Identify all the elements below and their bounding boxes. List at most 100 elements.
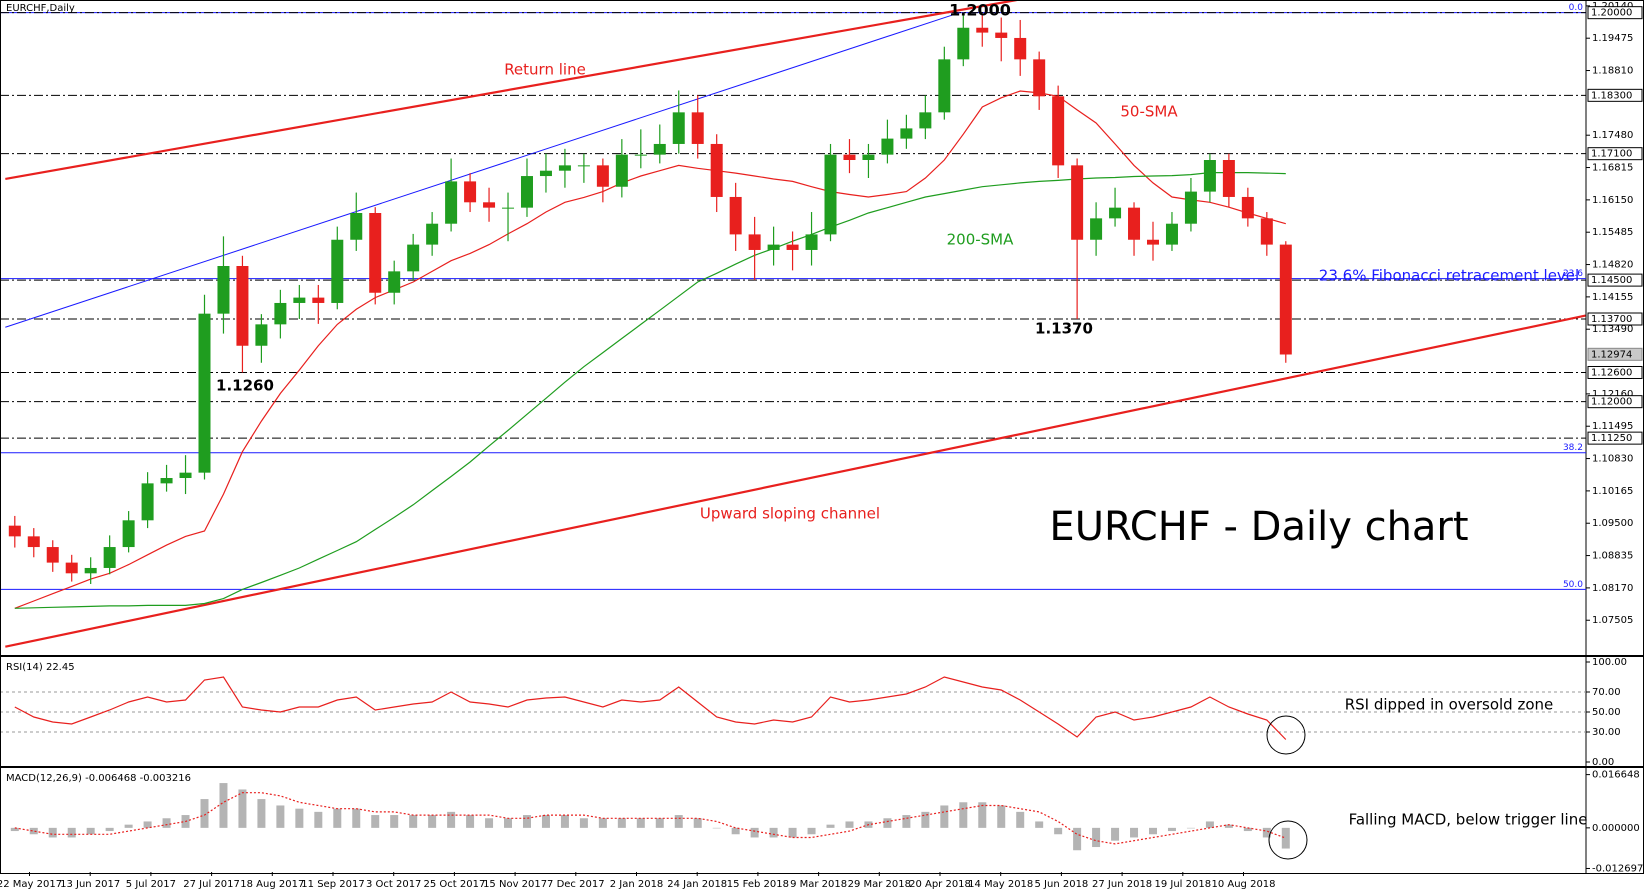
- trendline: [5, 314, 1586, 648]
- y-tick-label: 1.19475: [1592, 33, 1633, 44]
- x-tick-label: 27 Jul 2017: [183, 879, 240, 890]
- candle-body: [596, 165, 609, 187]
- macd-bar: [1205, 821, 1214, 828]
- candle-body: [1090, 218, 1103, 240]
- x-tick-label: 27 Jun 2018: [1092, 879, 1152, 890]
- macd-bar: [409, 815, 418, 828]
- macd-bar: [105, 827, 114, 832]
- candle-body: [369, 213, 382, 293]
- macd-bar: [617, 818, 626, 828]
- y-tick-label: 50.00: [1592, 707, 1621, 718]
- macd-bar: [807, 827, 816, 835]
- candle-body: [1147, 239, 1159, 245]
- candle-body: [236, 266, 249, 346]
- macd-bar: [921, 811, 930, 828]
- macd-bar: [86, 827, 95, 835]
- candle-body: [558, 165, 571, 171]
- x-tick-label: 19 Jul 2018: [1154, 879, 1211, 890]
- candle-body: [1222, 160, 1235, 197]
- macd-bar: [997, 805, 1006, 828]
- candle-body: [483, 202, 496, 208]
- y-tick-label: 70.00: [1592, 687, 1621, 698]
- macd-bar: [257, 799, 266, 828]
- fibonacci-label: 50.0: [1563, 580, 1583, 590]
- rsi-highlight-circle: [1266, 715, 1306, 755]
- x-tick-label: 11 Sep 2017: [301, 879, 364, 890]
- fibonacci-label: 38.2: [1563, 443, 1583, 453]
- macd-highlight-circle: [1268, 820, 1308, 860]
- macd-bar: [200, 799, 209, 828]
- x-tick-label: 20 Apr 2018: [909, 879, 971, 890]
- level-label-box: [1587, 273, 1643, 287]
- candle-body: [862, 154, 875, 161]
- y-tick-label: 1.12160: [1592, 389, 1633, 400]
- candle-body: [1052, 96, 1065, 166]
- macd-bar: [636, 818, 645, 828]
- price-panel: [1, 1, 1586, 648]
- annotation: Return line: [504, 61, 586, 79]
- macd-bar: [541, 815, 550, 828]
- candle-body: [1109, 207, 1122, 219]
- candle-body: [255, 324, 268, 346]
- current-price-label: 1.12974: [1591, 349, 1632, 360]
- level-label: 1.20000: [1591, 8, 1632, 19]
- y-tick-label: 1.07505: [1592, 615, 1633, 626]
- macd-bar: [276, 805, 285, 828]
- macd-bar: [579, 818, 588, 828]
- candle-body: [122, 520, 135, 548]
- macd-bar: [466, 815, 475, 828]
- y-tick-label: 1.15485: [1592, 227, 1633, 238]
- candle-body: [995, 32, 1008, 38]
- candle-body: [217, 266, 230, 314]
- macd-bar: [1224, 824, 1233, 828]
- x-tick-label: 3 Oct 2017: [366, 879, 421, 890]
- macd-bar: [1073, 827, 1082, 851]
- candle-body: [957, 27, 970, 60]
- macd-bar: [390, 815, 399, 828]
- x-tick-label: 29 Mar 2018: [848, 879, 911, 890]
- chart-header: EURCHF,Daily: [6, 3, 75, 14]
- candle-body: [520, 176, 533, 208]
- macd-bar: [731, 827, 740, 835]
- macd-bar: [1111, 827, 1120, 841]
- candle-body: [634, 154, 647, 156]
- macd-bar: [333, 808, 342, 828]
- x-tick-label: 15 Nov 2017: [483, 879, 547, 890]
- candle-body: [1071, 165, 1084, 240]
- macd-bar: [29, 827, 38, 835]
- candle-body: [464, 181, 477, 203]
- annotation: EURCHF - Daily chart: [1049, 504, 1468, 550]
- macd-bar: [352, 808, 361, 828]
- candle-body: [103, 547, 116, 568]
- y-tick-label: 1.13490: [1592, 324, 1633, 335]
- candle-body: [65, 562, 78, 574]
- y-tick-label: 1.08835: [1592, 551, 1633, 562]
- macd-bar: [902, 815, 911, 828]
- x-tick-label: 22 May 2017: [0, 879, 62, 890]
- macd-bar: [1130, 827, 1139, 838]
- x-tick-label: 18 Aug 2017: [240, 879, 304, 890]
- macd-bar: [219, 783, 228, 828]
- candle-body: [729, 196, 742, 235]
- candle-body: [84, 567, 97, 574]
- candle-body: [1165, 223, 1178, 245]
- candle-body: [160, 478, 173, 484]
- current-price-box: [1587, 347, 1643, 361]
- candle-body: [8, 525, 21, 537]
- macd-bar: [712, 827, 721, 829]
- macd-header: MACD(12,26,9) -0.006468 -0.003216: [6, 773, 191, 784]
- x-tick-label: 25 Oct 2017: [423, 879, 485, 890]
- macd-bar: [314, 811, 323, 828]
- candle-body: [786, 244, 799, 250]
- candle-body: [976, 27, 989, 33]
- candle-body: [710, 143, 723, 197]
- level-label-box: [1587, 365, 1643, 379]
- macd-bar: [522, 815, 531, 828]
- x-tick-label: 24 Jan 2018: [667, 879, 727, 890]
- candle-body: [805, 234, 818, 250]
- candle-body: [843, 154, 856, 161]
- x-tick-label: 5 Jul 2017: [126, 879, 176, 890]
- candle-body: [1184, 191, 1197, 224]
